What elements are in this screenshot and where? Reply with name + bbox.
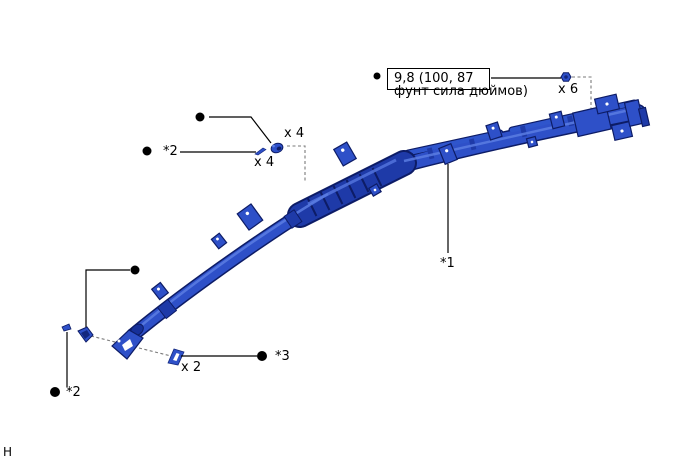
torque-spec-box: 9,8 (100, 87 фунт сила дюймов) xyxy=(387,68,528,98)
leader-lines xyxy=(66,77,561,387)
label-ref3: *3 xyxy=(275,349,290,364)
label-qty-x4-lower: x 4 xyxy=(254,155,275,170)
callout-dot-torque xyxy=(373,72,381,80)
label-ref2-lower: *2 xyxy=(66,385,81,400)
end-bracket-cluster xyxy=(572,93,651,142)
airbag-roll-tube xyxy=(127,106,644,341)
callout-dot-ref3 xyxy=(257,351,267,361)
label-qty-x6: x 6 xyxy=(558,82,579,97)
grommet xyxy=(167,348,185,366)
label-qty-x4-upper: x 4 xyxy=(284,126,305,141)
trim-clip-lower xyxy=(77,326,94,343)
mounting-bolt xyxy=(560,72,572,82)
dashed-line-bolt xyxy=(572,76,592,111)
airbag-tube-outline xyxy=(126,105,645,342)
trim-clip-upper xyxy=(270,142,284,154)
end-triangle-bracket xyxy=(111,329,144,360)
label-ref1: *1 xyxy=(440,256,455,271)
tube-highlight-lower xyxy=(135,192,329,331)
callout-dots xyxy=(50,72,381,397)
dashed-line-clip-upper xyxy=(287,145,306,182)
bracket-ref1-target xyxy=(438,142,458,166)
torque-spec-line2: фунт сила дюймов) xyxy=(394,84,528,99)
corner-marker: H xyxy=(3,445,13,459)
clip-fragment xyxy=(61,323,72,332)
mounting-brackets xyxy=(150,110,566,301)
label-qty-x2: x 2 xyxy=(181,360,202,375)
callout-dot-clip-upper xyxy=(195,112,205,122)
callout-dot-ref2-upper xyxy=(142,146,152,156)
leader-clip-upper xyxy=(209,116,272,144)
curtain-airbag-assembly xyxy=(111,93,651,360)
tube-sleeves xyxy=(156,209,303,320)
callout-dot-ref2-lower xyxy=(50,387,60,397)
torque-spec-line1: 9,8 (100, 87 xyxy=(394,71,474,86)
leader-clip-lower xyxy=(85,269,130,327)
callout-dot-clip-lower xyxy=(130,265,140,275)
label-ref2-upper: *2 xyxy=(163,144,178,159)
clip-pin-small xyxy=(254,147,267,156)
